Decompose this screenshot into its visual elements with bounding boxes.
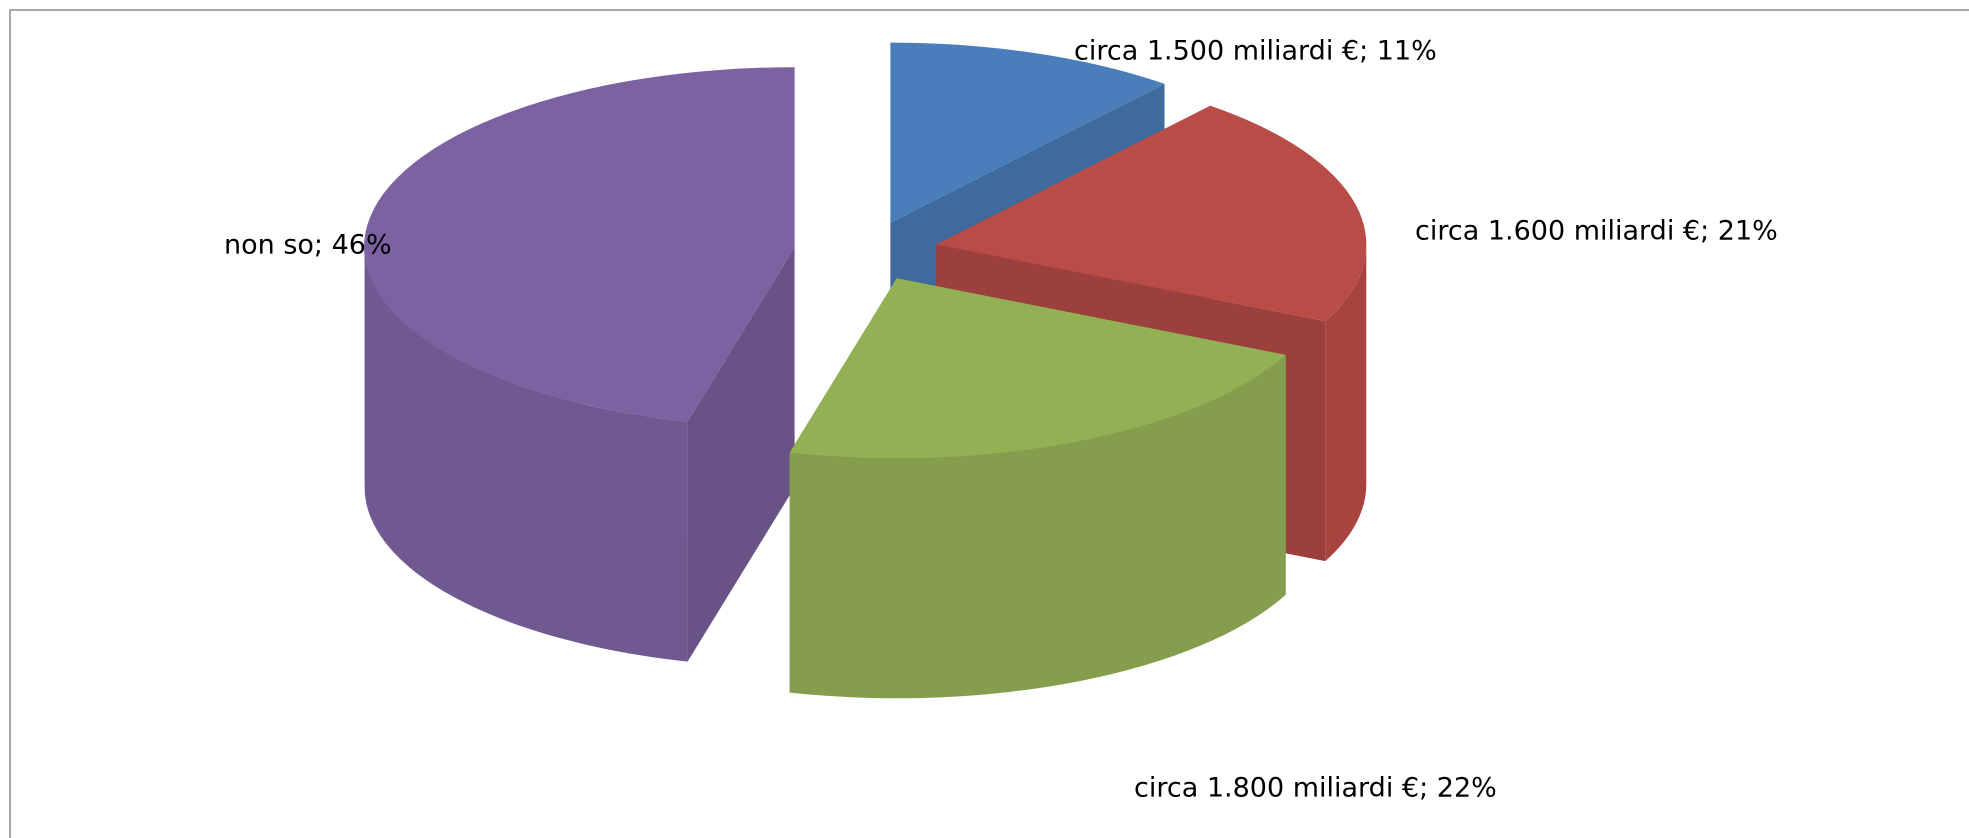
slice [364, 67, 795, 662]
slice-top [364, 67, 795, 422]
data-label: circa 1.600 miliardi €; 21% [1415, 216, 1778, 247]
slice-outer-side [1325, 244, 1367, 562]
data-label: non so; 46% [224, 230, 392, 261]
slice [789, 278, 1286, 699]
data-label: circa 1.800 miliardi €; 22% [1134, 773, 1497, 804]
slice-outer-side [364, 247, 688, 662]
slice-outer-side [789, 354, 1286, 699]
slice-top [936, 105, 1367, 322]
data-label: circa 1.500 miliardi €; 11% [1074, 36, 1437, 67]
slice-top [789, 278, 1286, 459]
slice-top [890, 42, 1165, 223]
slice-radial-side [687, 247, 795, 662]
